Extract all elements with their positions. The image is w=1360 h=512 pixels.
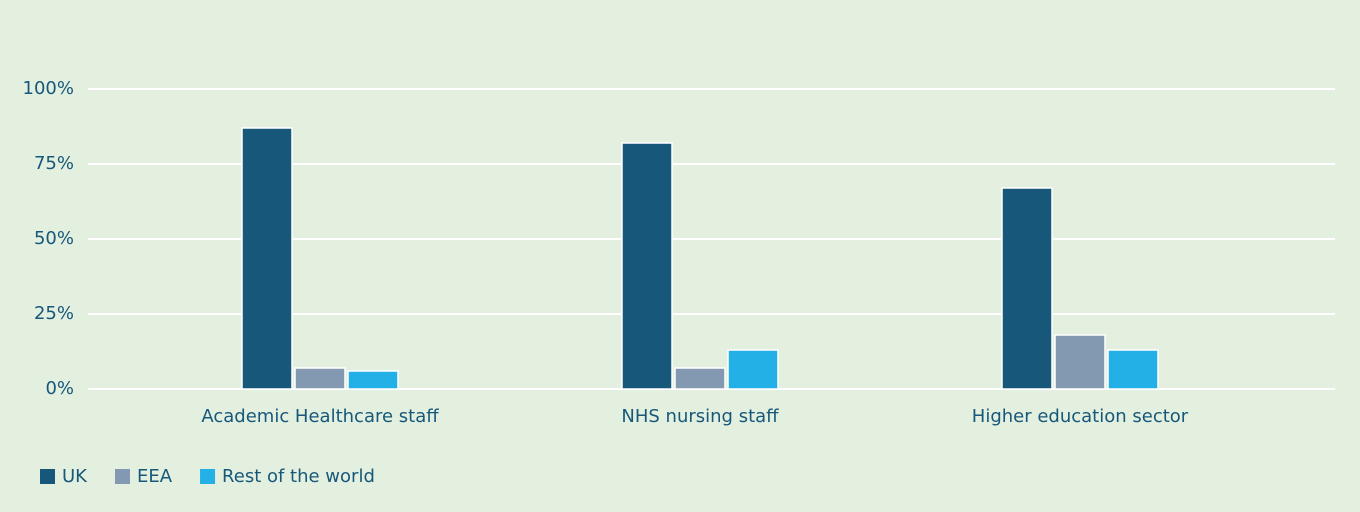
- y-tick-label: 25%: [34, 303, 74, 324]
- y-tick-label: 100%: [23, 78, 74, 99]
- bar: [1107, 349, 1159, 390]
- bar: [727, 349, 779, 390]
- bar: [674, 367, 726, 390]
- x-tick-label: Academic Healthcare staff: [201, 406, 439, 427]
- x-tick-label: Higher education sector: [972, 406, 1189, 427]
- y-tick-label: 0%: [45, 378, 74, 399]
- bar: [241, 127, 293, 390]
- x-tick-label: NHS nursing staff: [621, 406, 779, 427]
- legend-label: UK: [62, 466, 88, 487]
- legend-label: EEA: [137, 466, 173, 487]
- y-tick-label: 50%: [34, 228, 74, 249]
- y-tick-label: 75%: [34, 153, 74, 174]
- bar: [1054, 334, 1106, 390]
- legend-swatch: [40, 469, 55, 484]
- bar: [1001, 187, 1053, 390]
- bar: [347, 370, 399, 390]
- legend-swatch: [200, 469, 216, 484]
- legend-swatch: [114, 469, 130, 484]
- bar: [621, 142, 673, 390]
- bar: [294, 367, 346, 390]
- legend-label: Rest of the world: [222, 466, 375, 487]
